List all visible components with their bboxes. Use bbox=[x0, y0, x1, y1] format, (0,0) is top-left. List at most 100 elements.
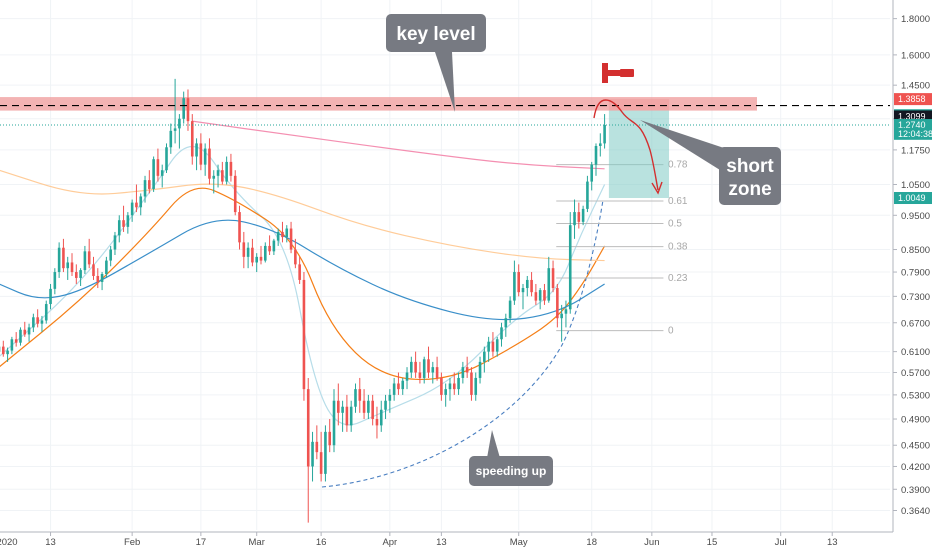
candle-body bbox=[573, 212, 576, 226]
fib-level-label: 0.5 bbox=[668, 219, 682, 230]
price-tick-label: 0.5300 bbox=[901, 390, 930, 401]
fib-level-label: 0.61 bbox=[668, 196, 688, 207]
price-tag-label: 1.0049 bbox=[898, 193, 926, 203]
candle-body bbox=[143, 180, 147, 197]
candle-body bbox=[96, 275, 100, 282]
candle-body bbox=[315, 441, 319, 453]
candle-body bbox=[457, 377, 460, 390]
price-tag[interactable] bbox=[894, 192, 932, 205]
candle-body bbox=[491, 341, 495, 352]
price-tag[interactable] bbox=[894, 93, 932, 106]
candle-body bbox=[66, 262, 70, 269]
price-tick-label: 0.9500 bbox=[901, 211, 930, 222]
candle-body bbox=[513, 272, 516, 301]
time-tick-label: 15 bbox=[707, 537, 718, 548]
candle-body bbox=[182, 98, 185, 119]
parabolic-curve bbox=[321, 199, 604, 488]
candle-body bbox=[470, 372, 473, 395]
candle-body bbox=[362, 400, 366, 413]
candle-body bbox=[358, 389, 362, 401]
candle-body bbox=[392, 383, 396, 395]
candle-body bbox=[242, 242, 246, 257]
time-tick-label: 18 bbox=[586, 537, 597, 548]
speeding-up-pointer bbox=[487, 430, 500, 458]
price-tick-label: 0.4900 bbox=[901, 415, 930, 426]
candle-body bbox=[371, 400, 374, 420]
price-tick-label: 0.3640 bbox=[901, 506, 930, 517]
flag-icon[interactable] bbox=[602, 63, 608, 83]
candle-body bbox=[178, 118, 181, 129]
candle-body bbox=[367, 400, 370, 413]
candle-body bbox=[1, 346, 5, 355]
short-zone-pointer bbox=[640, 120, 730, 170]
price-tag[interactable] bbox=[894, 127, 932, 140]
candle-body bbox=[306, 389, 310, 467]
candle-body bbox=[126, 215, 130, 227]
candle-body bbox=[452, 383, 456, 390]
candle-body bbox=[32, 317, 35, 328]
candle-body bbox=[92, 264, 95, 276]
speeding-up-callout[interactable] bbox=[469, 456, 553, 486]
time-axis[interactable]: 2020 13 Feb 17 Mar 16 Apr 13 May 18 Jun 15 Jul 13 bbox=[0, 531, 932, 550]
candle-body bbox=[435, 367, 439, 378]
candle-body bbox=[384, 400, 387, 410]
candle-body bbox=[401, 380, 405, 390]
candle-body bbox=[586, 181, 589, 209]
candle-body bbox=[87, 251, 91, 265]
candle-body bbox=[564, 309, 568, 314]
zone-label: zone bbox=[728, 179, 771, 200]
short-position-tool[interactable] bbox=[608, 99, 670, 199]
candle-body bbox=[199, 143, 203, 165]
short-zone-callout[interactable] bbox=[719, 147, 781, 205]
candle-body bbox=[354, 389, 357, 407]
candle-body bbox=[508, 300, 512, 319]
candle-body bbox=[285, 228, 289, 238]
candle-body bbox=[139, 196, 143, 208]
price-tick-label: 1.6000 bbox=[901, 50, 930, 61]
stop-loss-zone[interactable] bbox=[608, 99, 670, 111]
candle-body bbox=[495, 339, 499, 352]
candle-body bbox=[422, 359, 426, 378]
candle-body bbox=[216, 170, 220, 176]
forecast-arrow[interactable] bbox=[593, 99, 659, 191]
candle-body bbox=[474, 377, 478, 395]
time-tick-label: 2020 bbox=[0, 537, 18, 548]
take-profit-zone[interactable] bbox=[608, 110, 670, 199]
candle-body bbox=[130, 202, 134, 216]
candle-body bbox=[302, 279, 306, 390]
fib-level-label: 0.78 bbox=[668, 160, 688, 171]
time-tick-label: Mar bbox=[249, 537, 265, 548]
candle-body bbox=[414, 361, 417, 373]
key-level-callout[interactable] bbox=[386, 14, 486, 52]
time-tick-label: Apr bbox=[382, 537, 397, 548]
candle-body bbox=[324, 431, 327, 474]
price-axis[interactable]: 1.80001.60001.45001.30001.17501.05000.95… bbox=[892, 0, 932, 550]
candle-body bbox=[165, 147, 168, 171]
candle-body bbox=[577, 212, 581, 222]
candle-body bbox=[255, 256, 258, 263]
fib-level-label: 0.23 bbox=[668, 273, 688, 284]
candle-body bbox=[487, 341, 490, 352]
time-tick-label: Jun bbox=[644, 537, 659, 548]
candle-body bbox=[10, 339, 14, 351]
time-tick-label: Feb bbox=[124, 537, 140, 548]
candle-body bbox=[208, 148, 211, 179]
candle-body bbox=[160, 170, 164, 176]
price-tick-label: 1.4500 bbox=[901, 81, 930, 92]
candle-body bbox=[375, 419, 379, 426]
candle-body bbox=[568, 225, 572, 310]
candle-body bbox=[289, 228, 293, 250]
candle-body bbox=[556, 288, 559, 319]
drawings[interactable] bbox=[593, 63, 663, 195]
candle-body bbox=[560, 313, 563, 319]
time-tick-label: 13 bbox=[827, 537, 838, 548]
candle-body bbox=[328, 431, 332, 446]
candle-body bbox=[263, 245, 267, 261]
candle-body bbox=[345, 406, 349, 426]
fibonacci-retracement[interactable]: 0.78 0.61 0.5 0.38 0.23 0 bbox=[556, 160, 688, 337]
price-tick-label: 1.8000 bbox=[901, 14, 930, 25]
candle-body bbox=[521, 288, 525, 293]
price-lines bbox=[0, 104, 890, 126]
